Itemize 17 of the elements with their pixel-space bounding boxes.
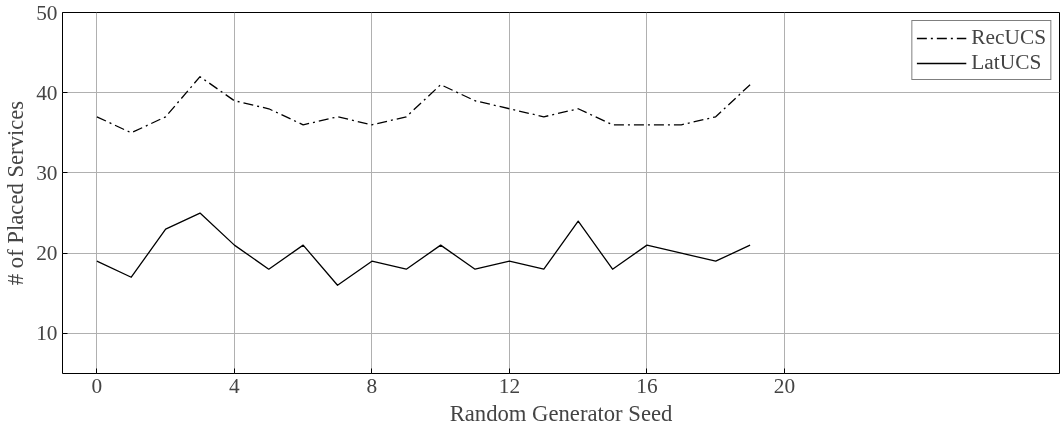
y-tick-label: 30 xyxy=(36,160,58,185)
line-series xyxy=(96,212,751,286)
y-tick-label: 10 xyxy=(36,321,58,346)
x-tick-label: 20 xyxy=(773,373,796,398)
x-tick-label: 4 xyxy=(229,373,241,398)
x-tick-label: 8 xyxy=(366,373,378,398)
legend-label: LatUCS xyxy=(971,50,1042,75)
x-axis-title: Random Generator Seed xyxy=(449,400,674,426)
y-axis-title: # of Placed Services xyxy=(3,100,29,286)
x-tick-label: 16 xyxy=(636,373,658,398)
y-tick-label: 20 xyxy=(36,241,58,266)
legend-label: RecUCS xyxy=(971,25,1046,50)
y-tick-label: 50 xyxy=(36,0,58,25)
x-tick-label: 0 xyxy=(91,373,103,398)
y-tick-label: 40 xyxy=(36,80,58,105)
x-tick-label: 12 xyxy=(498,373,521,398)
line-series xyxy=(96,76,751,134)
